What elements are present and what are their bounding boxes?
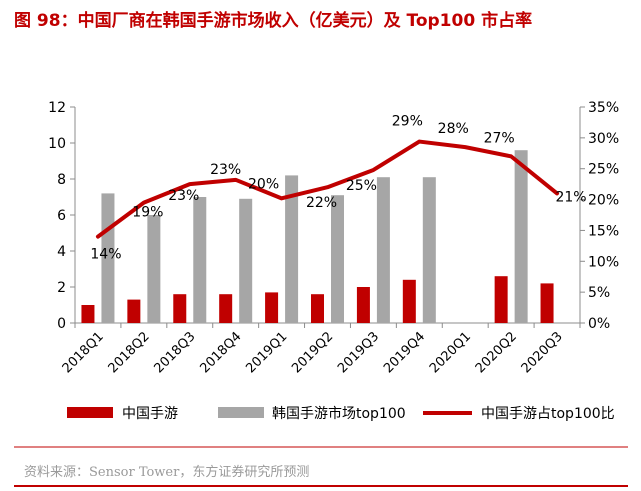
y-right-tick-label: 10% xyxy=(588,254,619,270)
bar-china-mobile-game xyxy=(494,276,508,323)
x-tick-label: 2019Q3 xyxy=(335,329,382,376)
data-label-share: 22% xyxy=(306,195,337,211)
x-tick-label: 2018Q1 xyxy=(60,329,107,376)
y-right-tick-label: 5% xyxy=(588,285,610,301)
data-label-share: 29% xyxy=(392,114,423,130)
bar-china-mobile-game xyxy=(81,305,95,323)
y-left-tick-label: 8 xyxy=(57,172,66,188)
data-label-share: 23% xyxy=(210,162,241,178)
data-label-share: 28% xyxy=(438,121,469,137)
y-right-tick-label: 35% xyxy=(588,100,619,116)
y-left-tick-label: 0 xyxy=(57,316,66,332)
data-label-share: 14% xyxy=(90,247,121,263)
y-right-tick-label: 25% xyxy=(588,162,619,178)
y-right-tick-label: 0% xyxy=(588,316,610,332)
x-tick-label: 2020Q3 xyxy=(519,329,566,376)
legend-label-china: 中国手游 xyxy=(122,406,178,422)
y-right-tick-label: 20% xyxy=(588,193,619,209)
y-left-tick-label: 2 xyxy=(57,280,66,296)
x-tick-label: 2020Q1 xyxy=(427,329,474,376)
y-left-tick-label: 6 xyxy=(57,208,66,224)
x-tick-label: 2018Q3 xyxy=(152,329,199,376)
bar-korea-top100 xyxy=(147,215,161,323)
bar-korea-top100 xyxy=(239,198,253,323)
y-right-tick-label: 30% xyxy=(588,131,619,147)
bar-korea-top100 xyxy=(331,195,344,323)
source-note: 资料来源：Sensor Tower，东方证券研究所预测 xyxy=(24,465,310,480)
data-label-share: 23% xyxy=(168,188,199,204)
y-left-tick-label: 4 xyxy=(57,244,66,260)
line-china-share xyxy=(95,139,560,239)
bar-china-mobile-game xyxy=(540,283,554,323)
legend-label-korea: 韩国手游市场top100 xyxy=(272,405,406,422)
bottom-rule xyxy=(14,485,628,487)
y-right-tick-label: 15% xyxy=(588,223,619,239)
bar-korea-top100 xyxy=(376,177,390,323)
data-label-share: 20% xyxy=(248,176,279,192)
bar-korea-top100 xyxy=(422,177,436,323)
figure-title: 图 98：中国厂商在韩国手游市场收入（亿美元）及 Top100 市占率 xyxy=(14,11,533,31)
bar-china-mobile-game xyxy=(356,287,370,323)
legend-label-share: 中国手游占top100比 xyxy=(481,406,615,422)
x-tick-label: 2019Q4 xyxy=(381,329,428,376)
bar-china-mobile-game xyxy=(311,294,324,323)
data-label-share: 25% xyxy=(346,178,377,194)
data-label-share: 21% xyxy=(555,189,586,205)
bar-korea-top100 xyxy=(285,175,299,323)
x-tick-label: 2019Q1 xyxy=(243,329,290,376)
bar-korea-top100 xyxy=(193,197,207,323)
data-label-share: 19% xyxy=(132,205,163,221)
legend-swatch-china xyxy=(67,407,113,418)
legend-swatch-korea xyxy=(218,407,264,418)
data-label-share: 27% xyxy=(484,130,515,146)
x-tick-label: 2019Q2 xyxy=(289,329,336,376)
bar-china-mobile-game xyxy=(173,294,187,323)
bar-china-mobile-game xyxy=(265,292,279,323)
x-tick-label: 2018Q2 xyxy=(106,329,153,376)
x-tick-label: 2020Q2 xyxy=(473,329,520,376)
bar-china-mobile-game xyxy=(219,294,233,323)
bar-china-mobile-game xyxy=(127,299,141,323)
bar-china-mobile-game xyxy=(402,279,416,323)
bar-korea-top100 xyxy=(514,150,528,323)
x-tick-label: 2018Q4 xyxy=(197,329,244,376)
y-left-tick-label: 12 xyxy=(48,100,66,116)
y-left-tick-label: 10 xyxy=(48,136,66,152)
